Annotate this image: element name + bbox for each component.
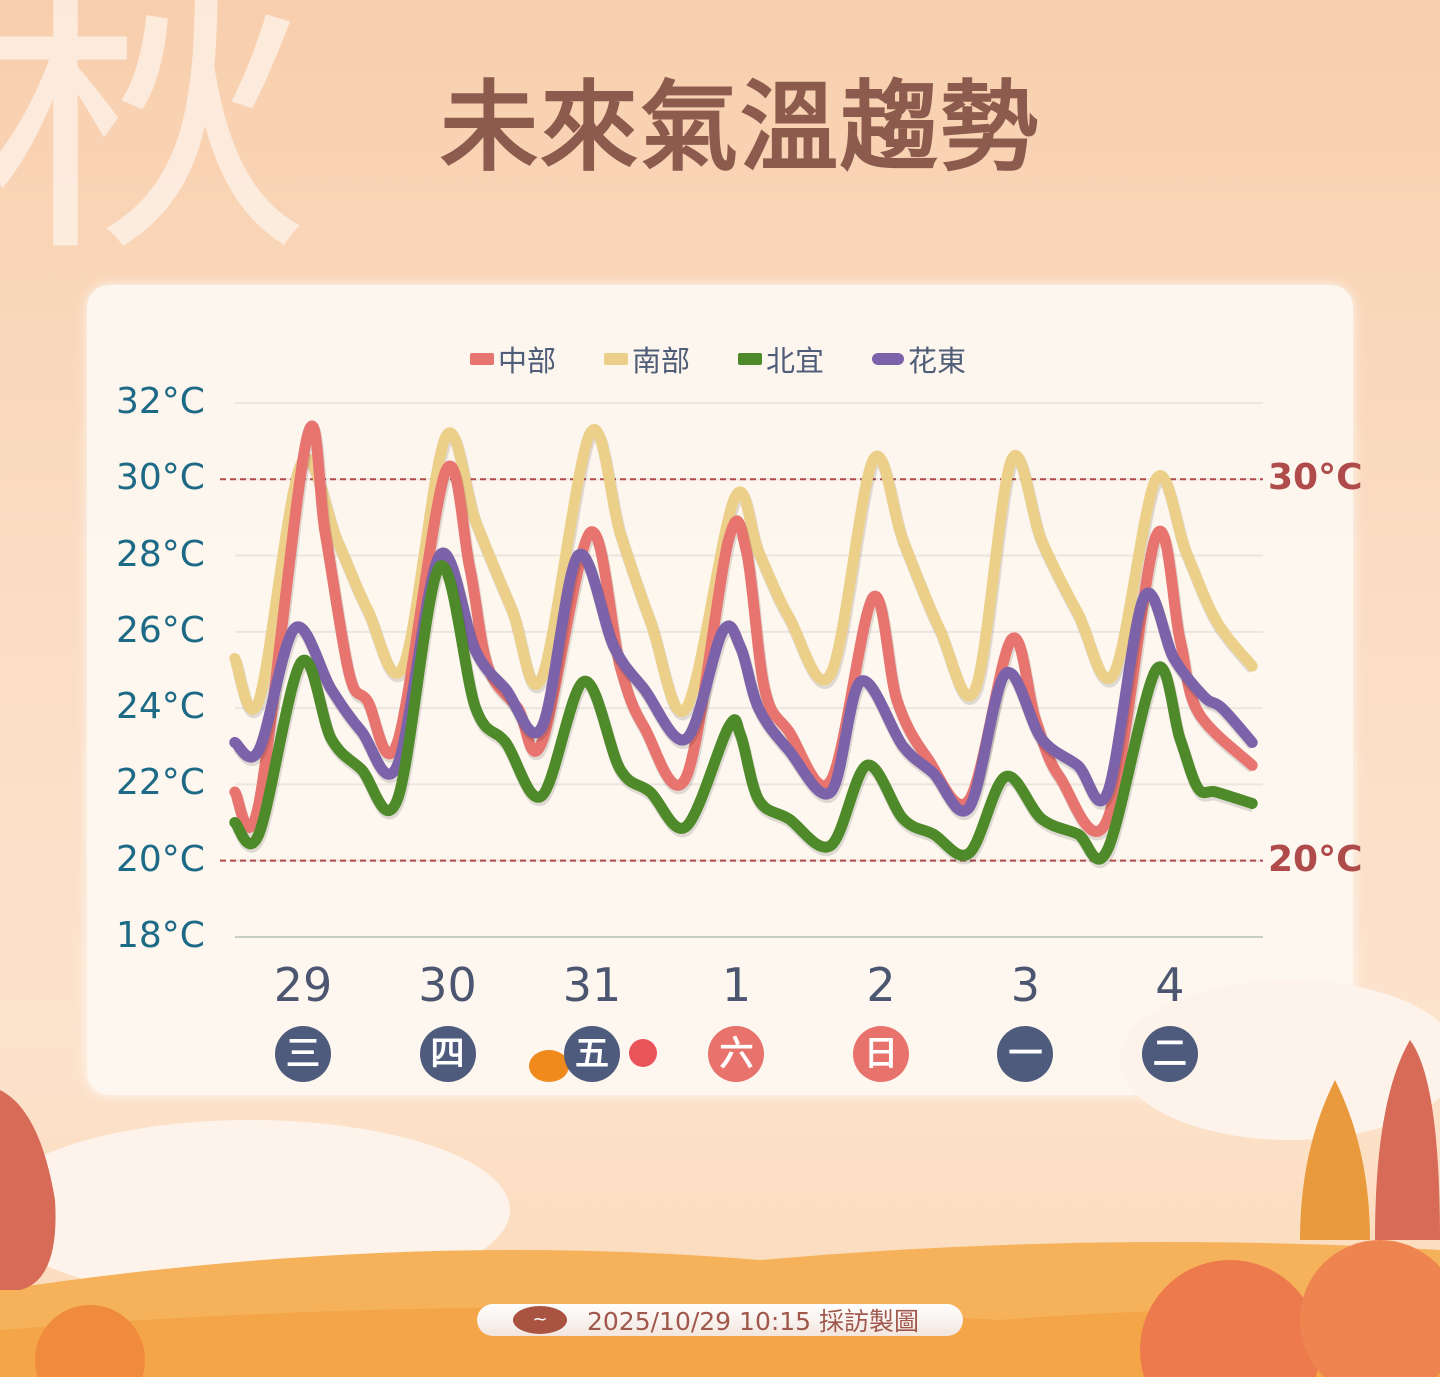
pumpkin-icon xyxy=(529,1050,569,1082)
tree-shape xyxy=(1375,1040,1440,1240)
autumn-watermark: 秋 xyxy=(0,0,310,297)
footer-timestamp-bar: ~ 2025/10/29 10:15 採訪製圖 xyxy=(477,1304,963,1336)
reference-label: 20°C xyxy=(1268,838,1363,880)
x-tick-date: 30 xyxy=(418,958,477,1012)
y-tick-label: 24°C xyxy=(116,686,205,728)
reference-label: 30°C xyxy=(1268,457,1363,499)
page-title: 未來氣溫趨勢 xyxy=(439,71,1040,185)
legend-label: 中部 xyxy=(498,344,557,378)
x-tick-weekday: 六 xyxy=(708,1026,765,1082)
series-line-南部 xyxy=(229,424,1258,717)
bush-shape xyxy=(1140,1260,1320,1377)
legend-item-hualien-taitung: 花東 xyxy=(872,338,966,380)
x-tick-date: 3 xyxy=(1010,958,1041,1012)
bush-shape xyxy=(1300,1240,1440,1377)
x-tick-weekday: 日 xyxy=(852,1026,909,1082)
x-tick-weekday: 四 xyxy=(419,1026,476,1082)
bush-shape xyxy=(35,1305,145,1377)
x-tick-weekday: 三 xyxy=(275,1026,332,1082)
legend-item-south: 南部 xyxy=(604,338,690,380)
y-tick-label: 22°C xyxy=(116,762,205,804)
autumn-landscape xyxy=(0,980,1440,1377)
legend-item-north-yilan: 北宜 xyxy=(738,338,824,380)
x-tick-weekday: 五 xyxy=(564,1026,620,1082)
halloween-decoration xyxy=(529,1039,657,1082)
y-tick-label: 18°C xyxy=(116,914,205,956)
lollipop-icon xyxy=(629,1039,657,1067)
y-tick-label: 32°C xyxy=(116,381,205,422)
tree-shape xyxy=(0,1090,56,1290)
y-tick-label: 28°C xyxy=(116,533,205,575)
series-shadow xyxy=(231,562,1256,868)
y-tick-label: 26°C xyxy=(116,609,205,651)
chart-card xyxy=(87,285,1353,1095)
x-tick-date: 31 xyxy=(562,958,622,1012)
legend-label: 花東 xyxy=(908,344,967,378)
x-tick-date: 2 xyxy=(866,958,896,1012)
legend-swatch xyxy=(604,353,629,365)
legend-item-central: 中部 xyxy=(470,338,556,380)
x-tick-weekday: 一 xyxy=(997,1026,1054,1082)
x-tick-weekday: 二 xyxy=(1141,1026,1198,1082)
series-line-北宜 xyxy=(229,560,1258,865)
hill-shape xyxy=(0,1307,1440,1377)
tree-shape xyxy=(1300,1080,1370,1240)
legend-swatch xyxy=(738,353,763,365)
x-tick-date: 29 xyxy=(273,958,333,1012)
weather-bureau-logo-icon: ~ xyxy=(513,1306,567,1334)
x-tick-date: 4 xyxy=(1155,958,1185,1012)
legend-swatch xyxy=(872,353,905,365)
cloud-shape xyxy=(1120,980,1440,1140)
legend-label: 南部 xyxy=(632,344,691,378)
y-tick-label: 20°C xyxy=(116,838,205,880)
legend-label: 北宜 xyxy=(766,344,825,378)
x-tick-date: 1 xyxy=(721,958,752,1012)
chart-legend: 中部 南部 北宜 花東 xyxy=(470,338,966,380)
y-tick-label: 30°C xyxy=(116,457,205,499)
legend-swatch xyxy=(470,353,494,365)
footer-text: 2025/10/29 10:15 採訪製圖 xyxy=(587,1307,920,1336)
